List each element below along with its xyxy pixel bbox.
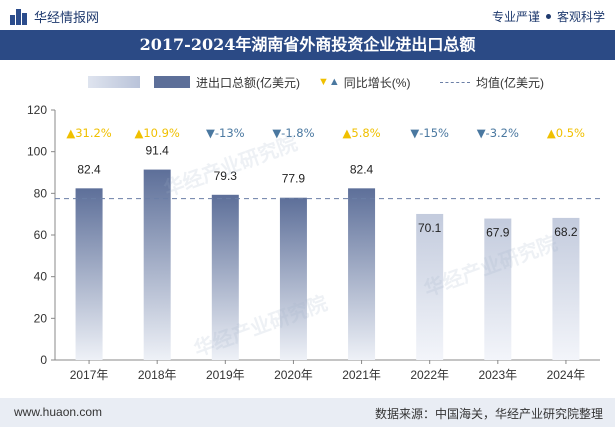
x-tick-label: 2018年 <box>138 368 177 382</box>
bar <box>75 188 103 360</box>
top-bar: 华经情报网 专业严谨 客观科学 <box>0 0 615 30</box>
x-tick-label: 2021年 <box>342 368 381 382</box>
website-link[interactable]: www.huaon.com <box>14 405 103 419</box>
dot-icon <box>545 14 551 19</box>
legend-item-growth: ▼ ▲ 同比增长(%) <box>318 72 410 92</box>
growth-label: ▼-15% <box>410 126 449 140</box>
axes: 0 20 40 60 80 100 120 2017年 2018年 2019年 2020年 2021年… <box>27 103 600 382</box>
legend-item-bars: 进出口总额(亿美元) <box>88 72 300 92</box>
bar <box>484 218 512 360</box>
bar-value-label: 67.9 <box>486 226 510 240</box>
bars <box>55 169 600 360</box>
bar <box>416 213 444 360</box>
legend-growth-label: 同比增长(%) <box>343 75 411 90</box>
bar-value-label: 68.2 <box>554 225 578 239</box>
growth-label: ▲10.9% <box>134 126 179 140</box>
brand: 华经情报网 <box>10 7 99 26</box>
growth-label: ▼-3.2% <box>477 126 519 140</box>
chart-title: 2017-2024年湖南省外商投资企业进出口总额 <box>0 30 615 60</box>
y-tick-label: 120 <box>27 103 47 117</box>
growth-label: ▲0.5% <box>547 126 585 140</box>
growth-label: ▼-13% <box>206 126 245 140</box>
bar-value-label: 82.4 <box>350 162 374 176</box>
bar <box>552 217 580 360</box>
bar-chart: 0 20 40 60 80 100 120 2017年 2018年 2019年 2020年 2021年… <box>27 103 600 382</box>
growth-label: ▲5.8% <box>343 126 381 140</box>
slogan: 专业严谨 客观科学 <box>492 8 605 25</box>
bar-value-label: 70.1 <box>418 221 442 235</box>
legend-swatch-light <box>88 76 140 88</box>
growth-label: ▲31.2% <box>66 126 111 140</box>
x-tick-label: 2020年 <box>274 368 313 382</box>
bar <box>143 169 171 360</box>
y-tick-label: 20 <box>34 311 48 325</box>
triangle-up-icon: ▲ <box>328 76 340 88</box>
x-tick-label: 2023年 <box>478 368 517 382</box>
triangle-down-icon: ▼ <box>318 76 329 88</box>
chart-legend: 进出口总额(亿美元) ▼ ▲ 同比增长(%) 均值(亿美元) <box>0 72 615 92</box>
x-tick-label: 2017年 <box>70 368 109 382</box>
legend-swatch-dark <box>154 76 190 88</box>
growth-label: ▼-1.8% <box>272 126 314 140</box>
bar-value-label: 77.9 <box>282 172 306 186</box>
data-source: 数据来源：中国海关，华经产业研究院整理 <box>374 407 603 421</box>
bar <box>279 197 307 360</box>
bar-value-label: 79.3 <box>214 169 238 183</box>
y-tick-label: 100 <box>27 145 47 159</box>
bar-value-label: 91.4 <box>146 144 170 158</box>
slogan-2: 客观科学 <box>556 10 605 24</box>
y-tick-label: 40 <box>34 270 48 284</box>
legend-avg-label: 均值(亿美元) <box>476 75 544 90</box>
legend-bar-label: 进出口总额(亿美元) <box>196 75 300 90</box>
legend-item-average: 均值(亿美元) <box>440 72 544 92</box>
x-tick-label: 2019年 <box>206 368 245 382</box>
bar-value-label: 82.4 <box>77 162 101 176</box>
legend-dash-line <box>440 81 470 83</box>
x-tick-label: 2022年 <box>410 368 449 382</box>
footer: www.huaon.com 数据来源：中国海关，华经产业研究院整理 <box>0 398 615 427</box>
bar-logo-icon <box>10 8 28 25</box>
y-tick-label: 0 <box>40 353 47 367</box>
bar <box>211 194 239 360</box>
y-tick-label: 60 <box>34 228 48 242</box>
bar <box>348 188 376 360</box>
x-tick-label: 2024年 <box>547 368 586 382</box>
labels: 82.4 ▲31.2% 91.4 ▲10.9% 79.3 ▼-13% 77.9 ▼-1.8% 8… <box>66 126 585 240</box>
brand-name: 华经情报网 <box>34 10 100 25</box>
slogan-1: 专业严谨 <box>491 10 540 24</box>
y-tick-label: 80 <box>34 186 48 200</box>
